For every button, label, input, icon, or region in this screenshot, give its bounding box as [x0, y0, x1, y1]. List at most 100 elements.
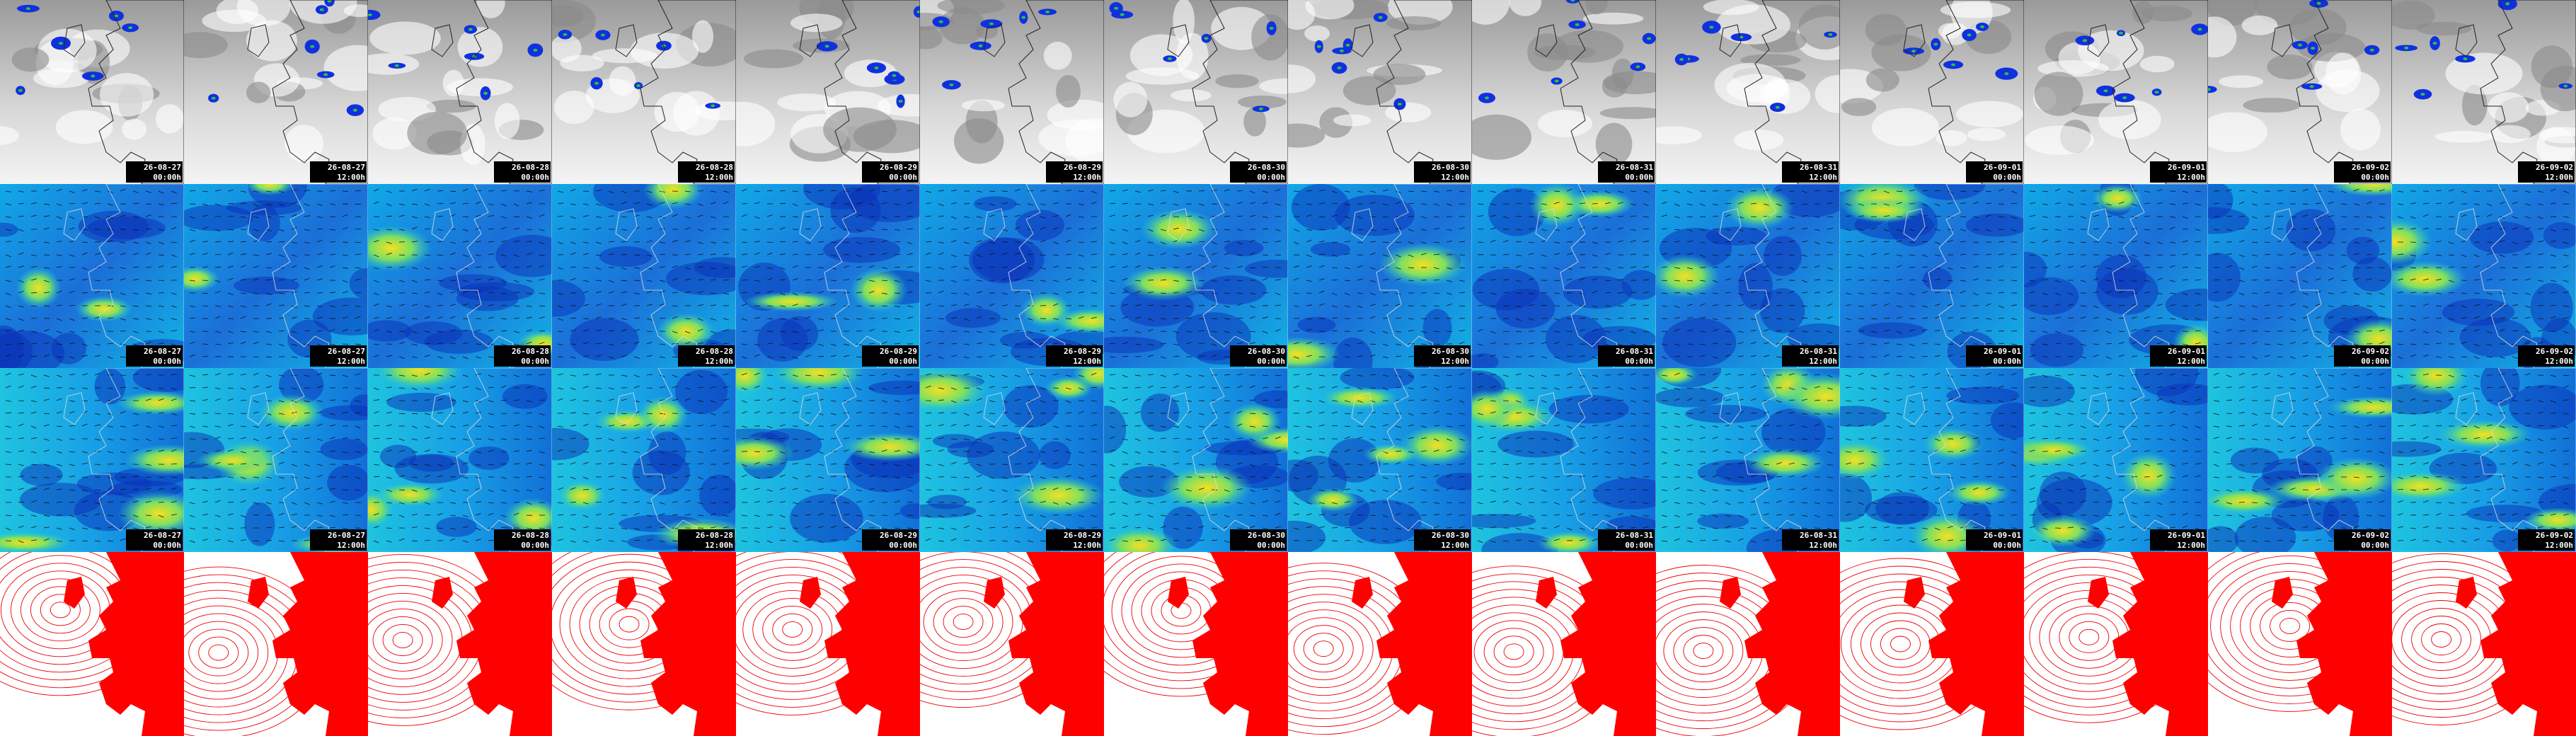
wind-dark: [1334, 195, 1415, 236]
wind-arrow: [1592, 254, 1598, 257]
label-date: 26-08-31: [1616, 163, 1653, 172]
wind-arrow: [697, 425, 703, 427]
wind-arrow: [1420, 464, 1427, 466]
wind-arrow: [1382, 424, 1388, 427]
wind-arrow: [214, 330, 221, 333]
wind-arrow: [171, 413, 177, 415]
wind-arrow: [1369, 201, 1376, 205]
wind-arrow: [1858, 229, 1864, 231]
wind-arrow: [595, 450, 602, 452]
wind-arrow: [214, 387, 221, 390]
wind-arrow: [253, 411, 259, 414]
wind-arrow: [398, 214, 405, 217]
wind-arrow: [1553, 514, 1560, 516]
wind-arrow: [1699, 343, 1706, 345]
wind-arrow: [1579, 425, 1585, 428]
label-time: 12:00h: [1073, 173, 1101, 182]
wind-arrow: [1224, 374, 1231, 376]
wind-arrow: [69, 318, 75, 321]
wind-arrow: [1750, 385, 1756, 389]
wind-arrow: [1750, 355, 1756, 357]
wind-arrow: [240, 476, 246, 480]
wind-arrow: [672, 292, 678, 294]
wind-arrow: [1788, 290, 1795, 294]
wind-arrow: [741, 387, 747, 391]
wind-arrow: [1147, 527, 1154, 530]
precip-core: [468, 28, 473, 31]
wind-arrow: [830, 514, 837, 517]
wind-arrow: [1306, 341, 1312, 345]
wind-arrow: [56, 411, 62, 414]
wind-arrow: [18, 355, 24, 357]
wind-dark: [1497, 430, 1574, 458]
wind-arrow: [43, 527, 50, 529]
wind-arrow: [500, 280, 507, 283]
wind-arrow: [81, 462, 88, 465]
wind-arrow: [1801, 425, 1807, 428]
wind-arrow: [1198, 464, 1204, 466]
wind-arrow: [488, 512, 494, 516]
wind-arrow: [1921, 254, 1928, 258]
wind-arrow: [881, 190, 887, 192]
wind-arrow: [595, 513, 602, 516]
wind-dark: [1764, 236, 1802, 276]
wind-arrow: [1109, 343, 1115, 345]
wind-arrow: [817, 253, 824, 255]
wind-arrow: [1052, 373, 1059, 376]
wind-arrow: [5, 329, 11, 332]
wind-arrow: [608, 280, 614, 283]
wind-dark: [1016, 209, 1065, 241]
wind-arrow: [1306, 502, 1312, 505]
isobar: [923, 590, 1004, 654]
wind-arrow: [621, 342, 627, 345]
cloud: [1288, 64, 1316, 93]
wind-arrow: [766, 540, 773, 544]
wind-arrow: [843, 464, 849, 466]
wind-arrow: [1502, 424, 1509, 427]
wind-arrow: [5, 229, 11, 231]
wind-arrow: [1788, 387, 1795, 390]
wind-arrow: [1737, 462, 1744, 465]
precip-core: [1269, 26, 1274, 30]
wind-arrow: [1134, 539, 1142, 541]
wind-arrow: [1630, 400, 1636, 403]
wind-arrow: [1134, 343, 1141, 345]
precip-core: [1204, 37, 1209, 40]
wind-arrow: [1630, 240, 1636, 243]
panel-content: [1840, 184, 2024, 368]
wind-arrow: [1699, 489, 1706, 492]
wind-arrow: [1699, 292, 1706, 294]
wind-arrow: [1566, 214, 1572, 217]
wind-arrow: [1446, 413, 1452, 415]
wind-arrow: [1408, 527, 1414, 530]
wind-jet: [842, 432, 920, 462]
wind-arrow: [1293, 229, 1299, 232]
wind-arrow: [69, 202, 76, 205]
isobar: [1503, 643, 1524, 660]
wind-dark: [1224, 240, 1264, 257]
wind-arrow: [120, 277, 126, 281]
wind-arrow: [1027, 374, 1033, 376]
wind-arrow: [1078, 451, 1084, 454]
wind-arrow: [1528, 387, 1535, 389]
wind-arrow: [1122, 342, 1128, 345]
wind-arrow: [1515, 241, 1522, 243]
wind-arrow: [1801, 280, 1807, 283]
wind-jet: [1529, 184, 1585, 228]
wind-arrow: [1459, 476, 1466, 478]
wind-arrow: [907, 329, 913, 332]
wind-arrow: [304, 437, 310, 439]
wind-arrow: [1173, 539, 1179, 541]
wind-arrow: [1185, 266, 1192, 268]
wind-arrow: [355, 400, 361, 402]
wind-arrow: [462, 229, 468, 231]
wind-arrow: [595, 303, 602, 306]
wind-arrow: [672, 316, 678, 319]
wind-arrow: [1477, 540, 1483, 544]
wind-arrow: [1078, 514, 1084, 517]
wind-arrow: [557, 527, 563, 529]
